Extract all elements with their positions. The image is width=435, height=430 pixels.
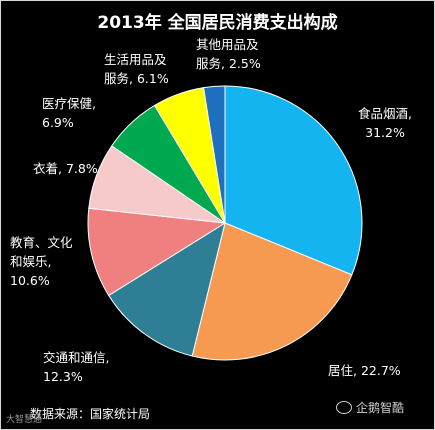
slice-label-line: 31.2%: [365, 125, 405, 140]
slice-label-5: 医疗保健, 6.9%: [42, 96, 96, 130]
slice-label-line: 生活用品及: [104, 52, 167, 67]
watermark-left: 大智慧通: [6, 415, 43, 425]
slice-label-2: 交通和通信, 12.3%: [43, 350, 109, 384]
pie-slice-0: [224, 85, 363, 276]
slice-label-1: 居住, 22.7%: [328, 363, 401, 378]
pie-slice-7: [203, 85, 226, 224]
chart-title: 2013年 全国居民消费支出构成: [97, 13, 338, 33]
slice-label-line: 交通和通信,: [43, 350, 109, 365]
slice-label-line: 6.9%: [42, 115, 74, 130]
slice-label-7: 其他用品及服务, 2.5%: [196, 37, 261, 71]
slice-label-0: 食品烟酒, 31.2%: [358, 106, 412, 140]
pie-slice-2: [108, 221, 226, 357]
slice-label-6: 生活用品及服务, 6.1%: [104, 52, 169, 86]
slice-label-line: 10.6%: [10, 273, 50, 288]
slice-label-line: 其他用品及: [196, 37, 259, 52]
slice-label-line: 服务, 6.1%: [104, 71, 169, 86]
slice-label-line: 衣着, 7.8%: [33, 161, 98, 176]
data-source: 数据来源：国家统计局: [30, 407, 151, 421]
slice-label-line: 居住, 22.7%: [328, 363, 401, 378]
slice-label-line: 食品烟酒,: [358, 106, 412, 121]
slice-label-line: 服务, 2.5%: [196, 56, 261, 71]
watermark-right: 企鹅智酷: [336, 399, 404, 416]
slice-label-line: 医疗保健,: [42, 96, 96, 111]
slice-label-line: 教育、文化: [10, 235, 73, 250]
slice-label-4: 衣着, 7.8%: [33, 161, 98, 176]
watermark-right-text: 企鹅智酷: [356, 401, 405, 415]
slice-label-line: 12.3%: [43, 369, 83, 384]
pie-slice-3: [87, 207, 227, 297]
pie-slice-1: [191, 222, 353, 361]
wechat-icon: [336, 401, 352, 414]
slice-label-3: 教育、文化和娱乐, 10.6%: [10, 235, 73, 288]
slice-label-line: 和娱乐,: [10, 254, 51, 269]
